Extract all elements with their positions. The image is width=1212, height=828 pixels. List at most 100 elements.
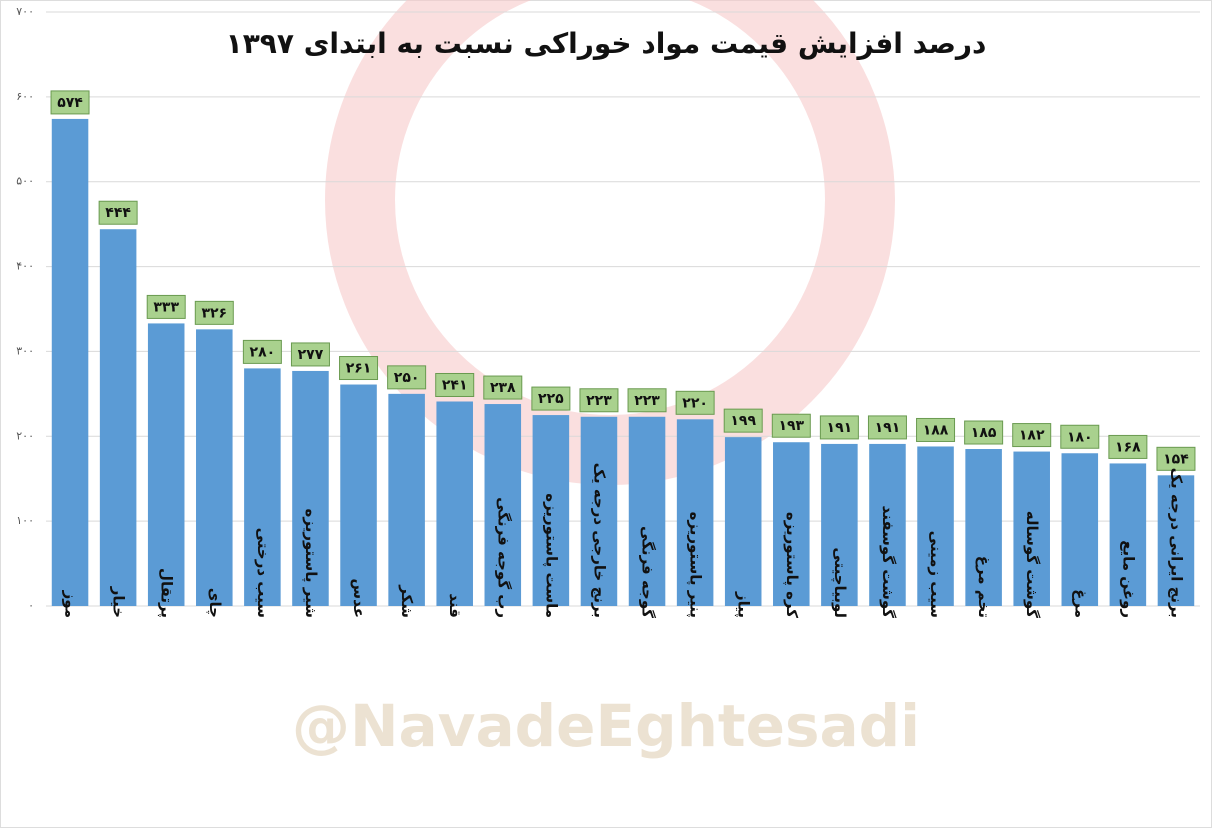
value-label-box xyxy=(242,339,282,364)
value-label: ۱۹۳ xyxy=(778,418,804,434)
value-label: ۱۸۵ xyxy=(971,425,997,441)
value-label: ۱۹۱ xyxy=(875,420,901,436)
y-tick-label: ۷۰۰ xyxy=(16,5,34,18)
x-tick-label: کره پاستوریزه xyxy=(782,512,801,618)
x-tick-label: برنج خارجی درجه یک xyxy=(590,463,608,618)
value-label: ۱۸۰ xyxy=(1067,429,1093,445)
value-label: ۱۹۱ xyxy=(827,420,853,436)
bar xyxy=(340,384,377,606)
bar xyxy=(196,329,233,606)
y-tick-label: ۲۰۰ xyxy=(16,429,34,442)
bar xyxy=(99,229,137,606)
value-label-box xyxy=(146,294,186,319)
value-label-box xyxy=(916,417,956,442)
value-label-box xyxy=(1156,446,1196,471)
value-label: ۲۷۷ xyxy=(298,347,324,363)
x-tick-label: روغن مایع xyxy=(1119,540,1137,618)
bar xyxy=(628,416,666,606)
value-label: ۱۵۴ xyxy=(1163,451,1189,467)
y-tick-label: ۵۰۰ xyxy=(16,175,34,188)
bar xyxy=(1109,463,1147,606)
value-label: ۲۵۰ xyxy=(394,370,420,386)
x-tick-label: تخم مرغ xyxy=(975,556,993,618)
x-tick-label: چای xyxy=(205,588,224,618)
x-tick-label: شکر xyxy=(398,584,416,618)
bar xyxy=(773,442,810,606)
x-tick-label: شیر پاستوریزه xyxy=(301,509,320,618)
value-label-box xyxy=(1108,434,1148,459)
value-label: ۴۴۴ xyxy=(105,205,131,221)
y-tick-label: ۱۰۰ xyxy=(16,514,34,527)
bar xyxy=(724,437,762,606)
bar xyxy=(821,443,858,606)
bar xyxy=(580,416,618,606)
x-tick-label: گوشت گوسفند xyxy=(879,506,897,619)
value-label: ۲۲۰ xyxy=(682,395,708,411)
x-tick-label: گوجه فرنگی xyxy=(639,526,657,618)
bar xyxy=(1061,453,1099,606)
value-label-box xyxy=(964,420,1004,445)
value-label-box xyxy=(531,386,571,411)
y-tick-label: ۶۰۰ xyxy=(16,90,34,103)
x-tick-label: مرغ xyxy=(1071,589,1089,618)
value-label-box xyxy=(627,388,667,413)
bar xyxy=(676,419,714,606)
value-label-box xyxy=(98,200,138,225)
y-tick-label: ۳۰۰ xyxy=(16,344,34,357)
value-label-box xyxy=(579,388,619,413)
bar xyxy=(51,118,89,607)
value-label-box xyxy=(290,342,330,367)
value-label: ۲۲۵ xyxy=(538,391,564,407)
value-label: ۲۸۰ xyxy=(250,344,276,360)
value-label: ۱۶۸ xyxy=(1115,439,1141,455)
value-label: ۲۴۱ xyxy=(442,377,468,393)
x-tick-label: خیار xyxy=(110,586,128,618)
x-tick-label: برنج ایرانی درجه یک xyxy=(1167,468,1185,618)
value-label: ۲۲۳ xyxy=(586,393,612,409)
x-tick-label: پرتقال xyxy=(157,568,176,618)
bar xyxy=(388,393,425,606)
bar xyxy=(869,443,906,606)
bar xyxy=(292,370,329,606)
x-tick-label: قند xyxy=(446,593,464,618)
bar xyxy=(965,449,1002,606)
value-label-box xyxy=(723,408,763,433)
value-label: ۵۷۴ xyxy=(57,95,83,111)
x-tick-label: لوبیاچیتی xyxy=(830,547,849,618)
value-label-box xyxy=(339,356,379,381)
chart-title: درصد افزایش قیمت مواد خوراکی نسبت به ابت… xyxy=(226,27,987,60)
value-label: ۲۶۱ xyxy=(346,361,372,377)
value-label-box xyxy=(50,90,90,115)
value-label-box xyxy=(483,375,523,400)
bar xyxy=(147,323,185,606)
value-label: ۱۸۸ xyxy=(923,422,949,438)
x-tick-label: عدس xyxy=(350,578,368,618)
value-label-box xyxy=(771,413,811,438)
value-label: ۲۲۳ xyxy=(634,393,660,409)
value-label-box xyxy=(435,372,475,397)
y-tick-label: ۴۰۰ xyxy=(16,260,34,273)
bar xyxy=(532,415,570,606)
value-label: ۲۳۸ xyxy=(490,380,516,396)
value-label-box xyxy=(675,390,715,415)
bar xyxy=(244,368,281,606)
x-tick-label: ماست پاستوریزه xyxy=(541,493,560,618)
bar xyxy=(484,404,522,606)
value-label: ۱۹۹ xyxy=(730,413,756,429)
value-label: ۳۳۳ xyxy=(153,299,179,315)
bar xyxy=(1013,451,1050,606)
bar xyxy=(1157,475,1195,606)
x-tick-label: رب گوجه فرنگی xyxy=(494,497,512,618)
bar xyxy=(917,446,954,606)
x-tick-label: موز xyxy=(62,590,80,618)
bar xyxy=(436,401,473,606)
value-label-box xyxy=(194,300,234,325)
value-label-box xyxy=(867,415,907,440)
y-tick-label: ۰ xyxy=(28,599,34,612)
x-tick-label: سیب زمینی xyxy=(927,531,945,618)
value-label-box xyxy=(1012,423,1052,448)
value-label: ۱۸۲ xyxy=(1019,428,1045,444)
value-label-box xyxy=(819,415,859,440)
value-label: ۳۲۶ xyxy=(201,305,227,321)
